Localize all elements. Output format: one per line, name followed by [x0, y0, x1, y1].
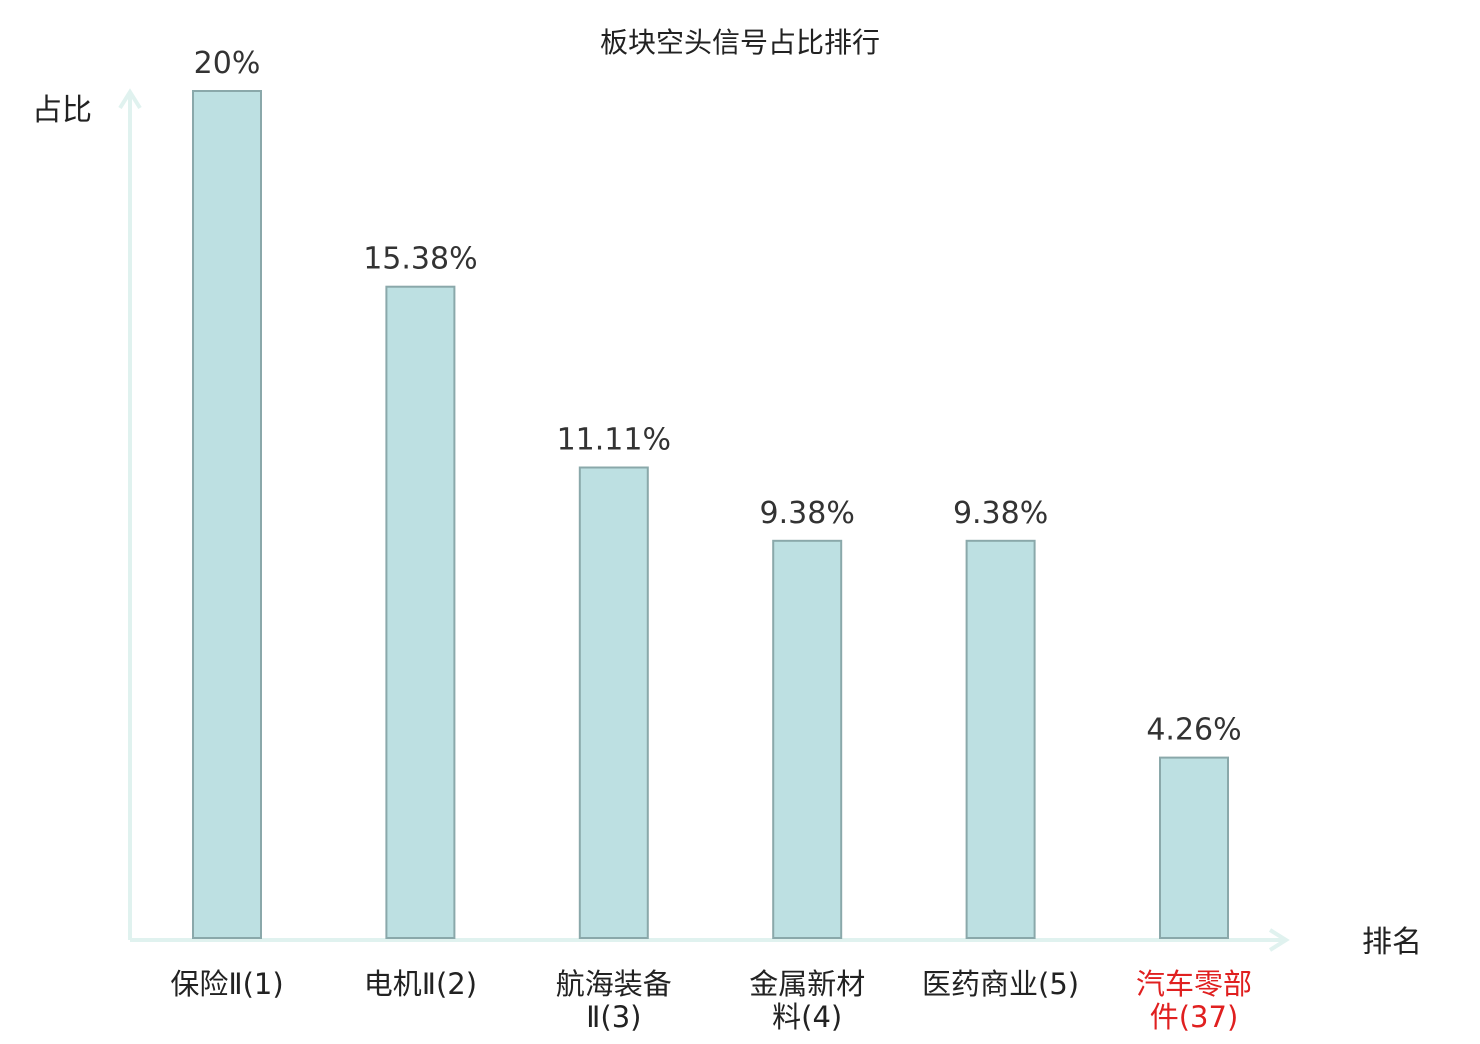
category-label-1: 保险Ⅱ(1)	[170, 967, 283, 1001]
value-label-4: 9.38%	[760, 496, 855, 531]
category-label-4-line-2: 料(4)	[772, 1000, 842, 1034]
bar-6	[1159, 756, 1229, 939]
y-axis-label: 占比	[32, 93, 92, 128]
bar-2	[385, 285, 456, 939]
chart-title: 板块空头信号占比排行	[600, 26, 880, 59]
category-label-2: 电机Ⅱ(2)	[364, 967, 477, 1001]
bar-4	[772, 539, 843, 939]
value-label-6: 4.26%	[1146, 713, 1241, 748]
category-label-3-line-1: 航海装备	[556, 967, 672, 1001]
y-axis-arrow	[118, 88, 142, 110]
bar-1	[192, 90, 262, 939]
bar-5	[965, 539, 1036, 939]
bars-group	[192, 90, 1229, 939]
category-label-4-line-1: 金属新材	[749, 967, 865, 1001]
category-label-3-line-2: Ⅱ(3)	[586, 1000, 641, 1034]
x-axis-label: 排名	[1362, 925, 1422, 960]
axes	[118, 88, 1290, 952]
value-label-2: 15.38%	[363, 242, 477, 277]
value-labels-group: 20% 15.38% 11.11% 9.38% 9.38% 4.26%	[194, 46, 1242, 748]
category-label-6-line-2: 件(37)	[1150, 1000, 1239, 1034]
category-label-6-line-1: 汽车零部	[1136, 967, 1252, 1001]
bar-3	[578, 466, 649, 939]
value-label-3: 11.11%	[557, 423, 671, 458]
value-label-5: 9.38%	[953, 496, 1048, 531]
x-axis-arrow	[1268, 928, 1290, 952]
value-label-1: 20%	[194, 46, 261, 81]
category-label-5: 医药商业(5)	[922, 967, 1079, 1001]
